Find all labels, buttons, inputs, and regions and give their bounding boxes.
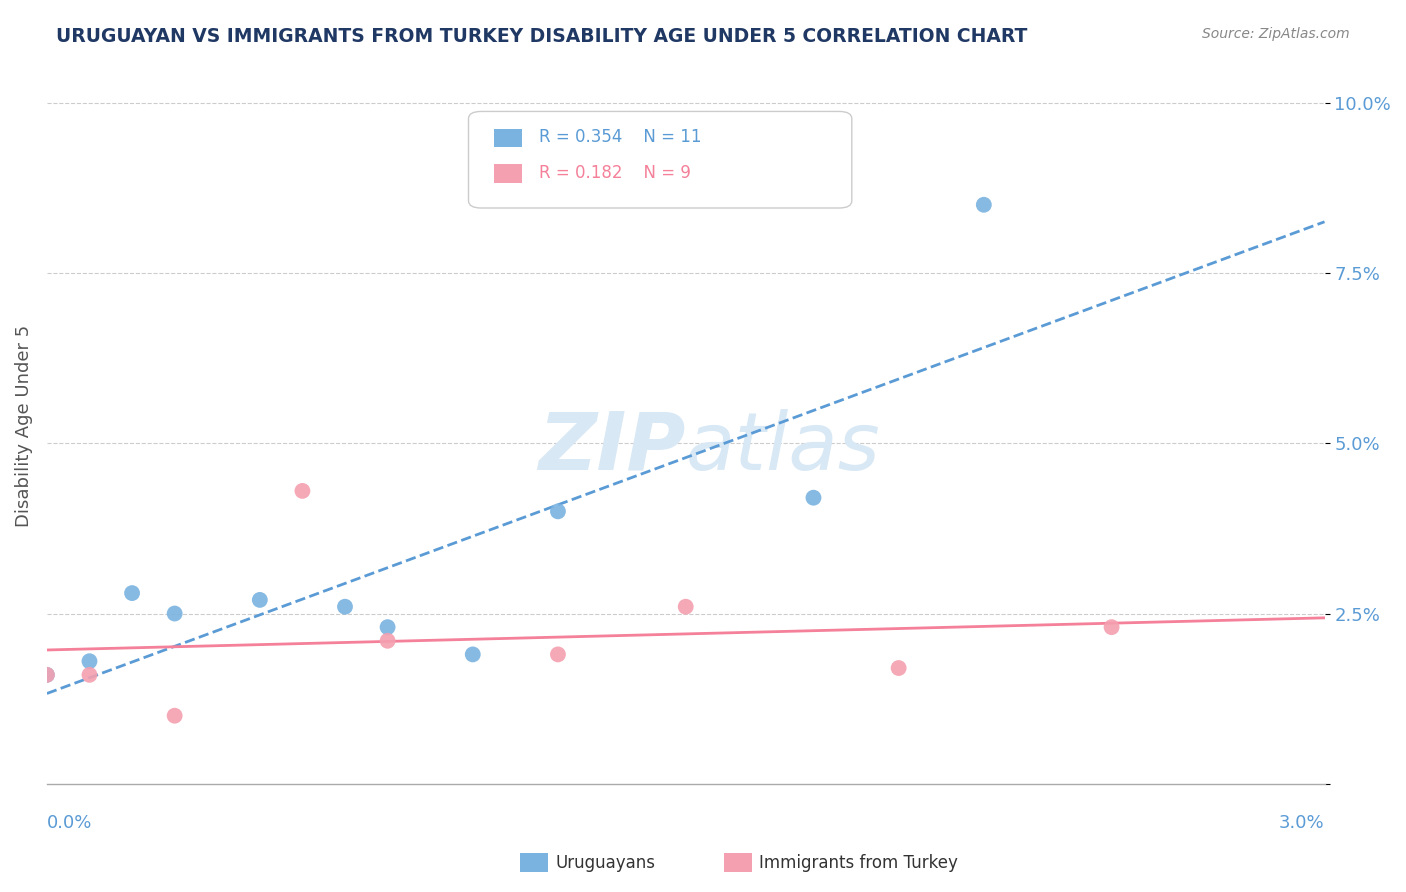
FancyBboxPatch shape <box>468 112 852 208</box>
Point <box>163 607 186 621</box>
Text: R = 0.354    N = 11: R = 0.354 N = 11 <box>538 128 702 146</box>
Point <box>79 654 101 668</box>
Point <box>803 491 825 505</box>
Y-axis label: Disability Age Under 5: Disability Age Under 5 <box>15 325 32 527</box>
Text: Immigrants from Turkey: Immigrants from Turkey <box>759 854 957 871</box>
Point <box>973 198 995 212</box>
Text: R = 0.182    N = 9: R = 0.182 N = 9 <box>538 164 690 182</box>
Point <box>249 593 271 607</box>
Point <box>333 599 356 614</box>
Text: ZIP: ZIP <box>538 409 686 487</box>
Text: 3.0%: 3.0% <box>1279 814 1324 832</box>
Point <box>675 599 697 614</box>
Point <box>547 504 569 518</box>
Point <box>163 708 186 723</box>
Text: Uruguayans: Uruguayans <box>555 854 655 871</box>
Point <box>887 661 910 675</box>
Point <box>35 668 58 682</box>
Point <box>291 483 314 498</box>
Point <box>377 620 399 634</box>
FancyBboxPatch shape <box>494 128 522 147</box>
Point <box>79 668 101 682</box>
Point <box>377 633 399 648</box>
FancyBboxPatch shape <box>494 164 522 183</box>
Point <box>1101 620 1123 634</box>
Point <box>121 586 143 600</box>
Text: atlas: atlas <box>686 409 880 487</box>
Point <box>461 648 484 662</box>
Text: 0.0%: 0.0% <box>46 814 93 832</box>
Point <box>35 668 58 682</box>
Text: Source: ZipAtlas.com: Source: ZipAtlas.com <box>1202 27 1350 41</box>
Point <box>547 648 569 662</box>
Text: URUGUAYAN VS IMMIGRANTS FROM TURKEY DISABILITY AGE UNDER 5 CORRELATION CHART: URUGUAYAN VS IMMIGRANTS FROM TURKEY DISA… <box>56 27 1028 45</box>
